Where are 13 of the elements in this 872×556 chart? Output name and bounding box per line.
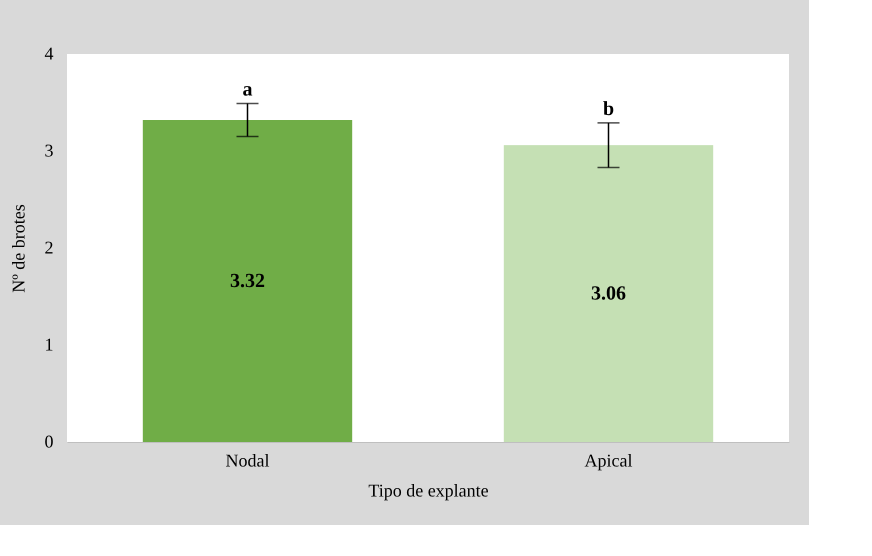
annotation: a: [242, 78, 252, 100]
annotation: b: [602, 98, 614, 120]
y-tick-label: 1: [44, 334, 54, 354]
x-tick-label: Nodal: [226, 450, 270, 470]
x-axis-title: Tipo de explante: [368, 480, 489, 500]
data-label: 3.06: [591, 282, 626, 305]
y-axis-title: Nº de brotes: [8, 204, 28, 293]
y-tick-label: 2: [44, 238, 54, 258]
y-tick-label: 4: [44, 44, 54, 64]
x-tick-label: Apical: [584, 450, 632, 470]
data-label: 3.32: [230, 270, 265, 292]
y-tick-label: 0: [44, 432, 54, 452]
y-tick-label: 3: [44, 140, 54, 160]
